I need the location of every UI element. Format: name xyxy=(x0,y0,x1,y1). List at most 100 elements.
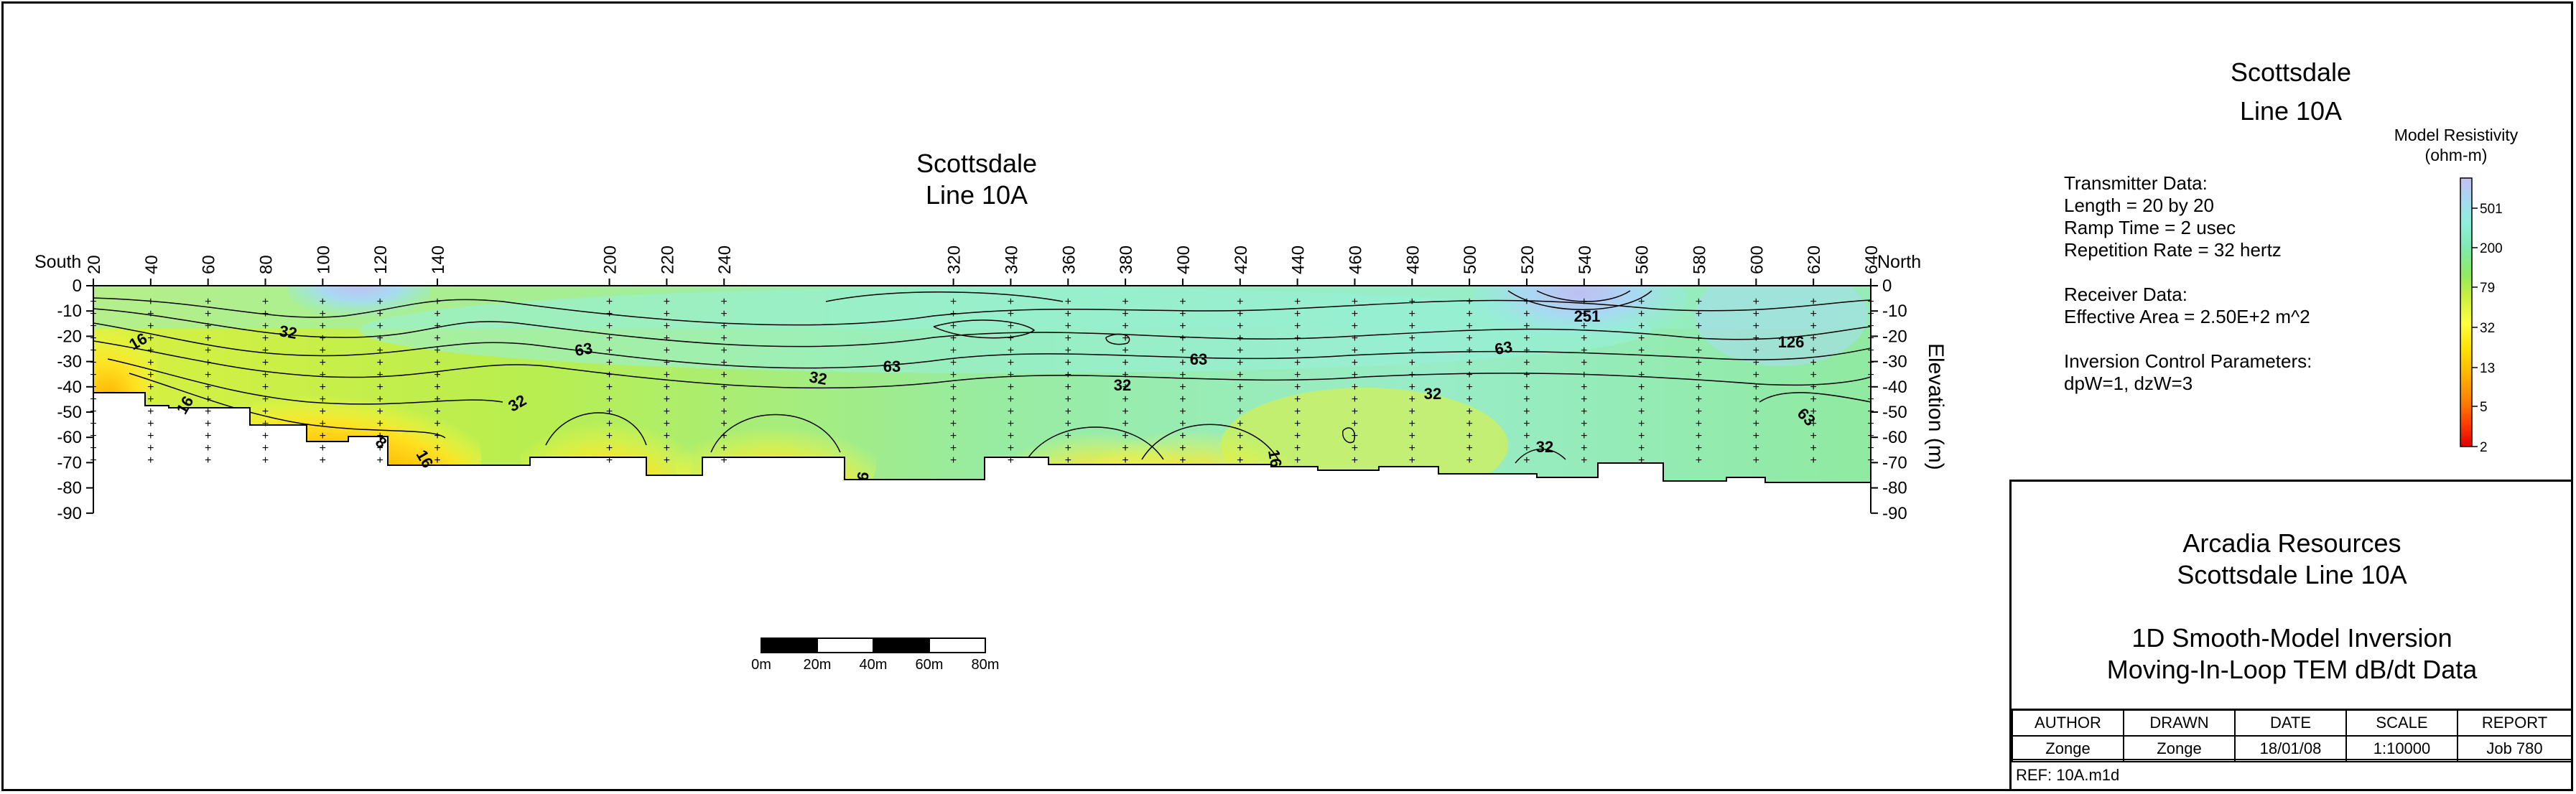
section-title-line2: Line 10A xyxy=(925,180,1028,210)
station-label: 360 xyxy=(1059,246,1079,274)
elevation-label-right: -60 xyxy=(1882,428,1907,447)
sounding-point: + xyxy=(1237,357,1243,369)
sounding-point: + xyxy=(1352,296,1358,308)
sounding-point: + xyxy=(1581,332,1587,345)
sounding-point: + xyxy=(1523,369,1530,381)
sounding-point: + xyxy=(1294,406,1301,418)
sounding-point: + xyxy=(606,320,613,332)
sounding-point: + xyxy=(1237,442,1243,454)
elevation-label-left: -50 xyxy=(57,403,82,422)
sounding-point: + xyxy=(205,369,211,381)
sounding-point: + xyxy=(1466,357,1472,369)
sounding-point: + xyxy=(606,296,613,308)
sounding-point: + xyxy=(1409,357,1415,369)
sounding-point: + xyxy=(950,296,957,308)
station-label: 80 xyxy=(257,255,276,274)
sounding-point: + xyxy=(1638,381,1645,393)
section-axes: 0 0 -10 -10 -20 -20 -30 -30 -40 -40 -50 -50 -60 -60 -7… xyxy=(34,246,1948,523)
sounding-point: + xyxy=(1753,332,1759,345)
sounding-point: + xyxy=(1523,357,1530,369)
sounding-point: + xyxy=(147,454,154,467)
sounding-point: + xyxy=(1466,430,1472,442)
sounding-point: + xyxy=(1638,345,1645,357)
contour-label: 251 xyxy=(1574,307,1601,325)
sounding-point: + xyxy=(1237,418,1243,430)
sounding-point: + xyxy=(1867,381,1874,393)
header-date: DATE xyxy=(2234,709,2347,737)
sounding-point: + xyxy=(1523,418,1530,430)
sounding-point: + xyxy=(1065,332,1071,345)
sounding-point: + xyxy=(1008,345,1014,357)
sounding-point: + xyxy=(147,332,154,345)
sounding-point: + xyxy=(1753,308,1759,320)
value-scale: 1:10000 xyxy=(2345,735,2458,762)
sounding-point: + xyxy=(1065,296,1071,308)
sounding-point: + xyxy=(1237,393,1243,406)
sounding-point: + xyxy=(1179,406,1186,418)
station-label: 200 xyxy=(601,246,620,274)
sounding-point: + xyxy=(205,296,211,308)
sounding-point: + xyxy=(377,357,383,369)
elevation-label-left: -30 xyxy=(57,352,82,372)
sounding-point: + xyxy=(320,442,326,454)
sounding-point: + xyxy=(377,345,383,357)
sounding-point: + xyxy=(320,308,326,320)
sounding-point: + xyxy=(1179,308,1186,320)
sounding-point: + xyxy=(1638,320,1645,332)
sounding-point: + xyxy=(262,430,269,442)
sounding-point: + xyxy=(1696,454,1702,467)
sounding-point: + xyxy=(1409,381,1415,393)
sounding-point: + xyxy=(721,308,727,320)
project-name: Scottsdale Line 10A xyxy=(2177,560,2407,589)
sounding-point: + xyxy=(1696,393,1702,406)
sounding-point: + xyxy=(1581,369,1587,381)
receiver-header: Receiver Data: xyxy=(2064,284,2187,305)
sounding-point: + xyxy=(1179,369,1186,381)
sounding-point: + xyxy=(1294,332,1301,345)
sounding-point: + xyxy=(1008,406,1014,418)
sounding-point: + xyxy=(1122,406,1128,418)
station-label: 220 xyxy=(658,246,677,274)
elevation-label-right: -80 xyxy=(1882,479,1907,498)
sounding-point: + xyxy=(205,442,211,454)
sounding-point: + xyxy=(90,320,96,332)
sounding-point: + xyxy=(377,442,383,454)
sounding-point: + xyxy=(664,430,670,442)
sounding-point: + xyxy=(721,345,727,357)
sounding-point: + xyxy=(320,430,326,442)
sounding-point: + xyxy=(1867,393,1874,406)
sounding-point: + xyxy=(262,357,269,369)
sounding-point: + xyxy=(1409,454,1415,467)
method-line1: 1D Smooth-Model Inversion xyxy=(2131,623,2452,653)
sounding-point: + xyxy=(205,406,211,418)
sounding-point: + xyxy=(434,296,440,308)
sounding-point: + xyxy=(1122,357,1128,369)
sounding-point: + xyxy=(1581,357,1587,369)
sounding-point: + xyxy=(1523,406,1530,418)
sounding-point: + xyxy=(1065,406,1071,418)
section-outline xyxy=(93,285,1871,483)
sounding-point: + xyxy=(1867,332,1874,345)
sounding-point: + xyxy=(721,393,727,406)
sounding-point: + xyxy=(950,381,957,393)
elevation-label-right: -90 xyxy=(1882,504,1907,523)
station-label: 640 xyxy=(1862,246,1882,274)
contour-label: 32 xyxy=(1424,385,1441,403)
sounding-point: + xyxy=(1294,430,1301,442)
sounding-point: + xyxy=(1696,357,1702,369)
station-label: 600 xyxy=(1747,246,1767,274)
sounding-point: + xyxy=(1352,357,1358,369)
sounding-point: + xyxy=(721,406,727,418)
sounding-point: + xyxy=(1065,345,1071,357)
legend-tick-label: 79 xyxy=(2480,281,2495,296)
sounding-point: + xyxy=(90,418,96,430)
sounding-point: + xyxy=(1581,442,1587,454)
sounding-point: + xyxy=(721,357,727,369)
sounding-point: + xyxy=(1638,296,1645,308)
value-drawn: Zonge xyxy=(2123,735,2236,762)
sounding-point: + xyxy=(1122,393,1128,406)
south-label: South xyxy=(34,252,81,272)
sounding-point: + xyxy=(1008,320,1014,332)
sounding-point: + xyxy=(1294,308,1301,320)
